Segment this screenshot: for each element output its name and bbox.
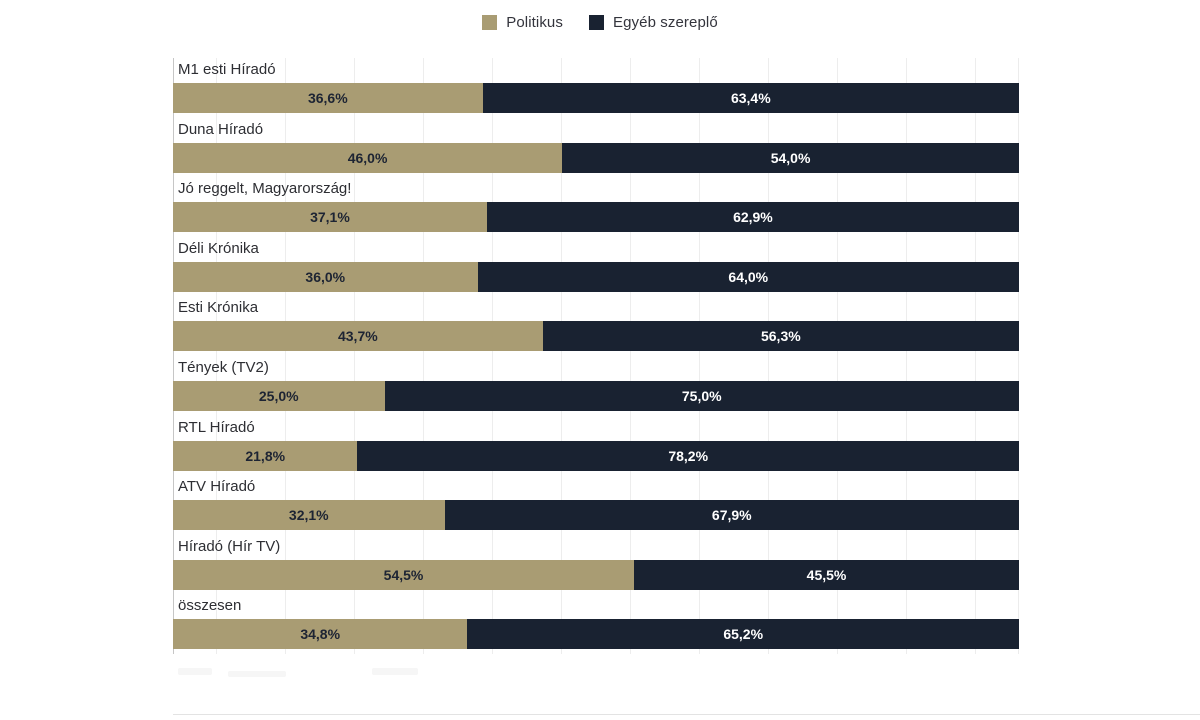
- legend-item-politikus[interactable]: Politikus: [482, 14, 563, 31]
- segment-value-label: 37,1%: [310, 209, 350, 226]
- bar-segment-egyeb-szereplo: 67,9%: [444, 500, 1019, 531]
- category-label: Esti Krónika: [178, 299, 259, 317]
- stacked-bar: 36,0% 64,0%: [173, 261, 1019, 292]
- stacked-bar: 21,8% 78,2%: [173, 440, 1019, 471]
- bar-segment-egyeb-szereplo: 75,0%: [384, 380, 1019, 411]
- stacked-bar: 34,8% 65,2%: [173, 619, 1019, 650]
- faded-caption-artifact: [372, 668, 418, 675]
- category-label: összesen: [178, 597, 242, 615]
- bar-segment-politikus: 37,1%: [173, 202, 487, 233]
- bar-segment-politikus: 54,5%: [173, 559, 635, 590]
- segment-value-label: 36,6%: [307, 90, 348, 106]
- category-label: RTL Híradó: [178, 418, 255, 436]
- category-label: Jó reggelt, Magyarország!: [178, 180, 352, 198]
- chart-row: RTL Híradó 21,8% 78,2%: [173, 416, 1019, 476]
- bar-segment-egyeb-szereplo: 56,3%: [542, 321, 1019, 352]
- bar-segment-politikus: 36,6%: [173, 83, 483, 113]
- bar-segment-egyeb-szereplo: 64,0%: [477, 261, 1019, 292]
- category-label: M1 esti Híradó: [178, 61, 276, 78]
- segment-value-label: 65,2%: [723, 626, 764, 643]
- segment-value-label: 43,7%: [337, 328, 378, 345]
- segment-value-label: 78,2%: [668, 447, 709, 464]
- faded-caption-artifact: [178, 668, 212, 675]
- chart-row: Jó reggelt, Magyarország! 37,1% 62,9%: [173, 177, 1019, 237]
- chart-row: Esti Krónika 43,7% 56,3%: [173, 296, 1019, 356]
- segment-value-label: 32,1%: [288, 507, 329, 524]
- category-label: ATV Híradó: [178, 478, 256, 496]
- bar-segment-egyeb-szereplo: 45,5%: [634, 559, 1019, 590]
- bar-segment-politikus: 21,8%: [173, 440, 358, 471]
- segment-value-label: 46,0%: [347, 149, 388, 166]
- chart-row: Déli Krónika 36,0% 64,0%: [173, 237, 1019, 297]
- stacked-bar-chart: M1 esti Híradó 36,6% 63,4% Duna Híradó 46,0%…: [173, 58, 1019, 654]
- chart-row: ATV Híradó 32,1% 67,9%: [173, 475, 1019, 535]
- stacked-bar: 32,1% 67,9%: [173, 500, 1019, 531]
- segment-value-label: 54,0%: [770, 149, 811, 166]
- legend-swatch-politikus-icon: [482, 15, 498, 30]
- chart-row: Tények (TV2) 25,0% 75,0%: [173, 356, 1019, 416]
- chart-row: Híradó (Hír TV) 54,5% 45,5%: [173, 535, 1019, 595]
- segment-value-label: 36,0%: [305, 268, 346, 285]
- segment-value-label: 25,0%: [258, 387, 299, 404]
- legend-label-politikus: Politikus: [506, 14, 563, 31]
- segment-value-label: 56,3%: [760, 328, 801, 345]
- category-label: Tények (TV2): [178, 358, 269, 376]
- chart-legend: Politikus Egyéb szereplő: [0, 14, 1200, 31]
- chart-row: M1 esti Híradó 36,6% 63,4%: [173, 58, 1019, 118]
- stacked-bar: 36,6% 63,4%: [173, 83, 1019, 113]
- segment-value-label: 34,8%: [300, 626, 341, 643]
- chart-rows: M1 esti Híradó 36,6% 63,4% Duna Híradó 46,0%…: [173, 58, 1019, 654]
- bar-segment-politikus: 36,0%: [173, 261, 478, 292]
- bar-segment-politikus: 34,8%: [173, 619, 468, 650]
- segment-value-label: 54,5%: [383, 566, 424, 583]
- segment-value-label: 64,0%: [728, 268, 769, 285]
- bottom-divider: [173, 714, 1200, 715]
- segment-value-label: 63,4%: [730, 90, 771, 106]
- bar-segment-egyeb-szereplo: 62,9%: [486, 202, 1019, 233]
- category-label: Déli Krónika: [178, 239, 259, 257]
- segment-value-label: 62,9%: [733, 209, 773, 226]
- bar-segment-politikus: 25,0%: [173, 380, 385, 411]
- stacked-bar: 37,1% 62,9%: [173, 202, 1019, 233]
- bar-segment-egyeb-szereplo: 54,0%: [562, 142, 1019, 173]
- chart-row: Duna Híradó 46,0% 54,0%: [173, 118, 1019, 178]
- bar-segment-politikus: 32,1%: [173, 500, 445, 531]
- stacked-bar: 25,0% 75,0%: [173, 380, 1019, 411]
- legend-label-egyeb-szereplo: Egyéb szereplő: [612, 14, 718, 31]
- stacked-bar: 43,7% 56,3%: [173, 321, 1019, 352]
- bar-segment-egyeb-szereplo: 63,4%: [482, 83, 1019, 113]
- bar-segment-politikus: 46,0%: [173, 142, 563, 173]
- faded-caption-artifact: [228, 671, 286, 677]
- category-label: Híradó (Hír TV): [178, 537, 281, 555]
- bar-segment-egyeb-szereplo: 78,2%: [357, 440, 1019, 471]
- stacked-bar: 46,0% 54,0%: [173, 142, 1019, 173]
- stacked-bar: 54,5% 45,5%: [173, 559, 1019, 590]
- chart-row: összesen 34,8% 65,2%: [173, 594, 1019, 654]
- category-label: Duna Híradó: [178, 120, 264, 138]
- bar-segment-politikus: 43,7%: [173, 321, 543, 352]
- segment-value-label: 75,0%: [681, 387, 722, 404]
- segment-value-label: 45,5%: [806, 566, 847, 583]
- segment-value-label: 21,8%: [245, 447, 286, 464]
- legend-swatch-egyeb-szereplo-icon: [588, 15, 604, 30]
- legend-item-egyeb-szereplo[interactable]: Egyéb szereplő: [588, 14, 718, 31]
- bar-segment-egyeb-szereplo: 65,2%: [467, 619, 1019, 650]
- segment-value-label: 67,9%: [711, 507, 752, 524]
